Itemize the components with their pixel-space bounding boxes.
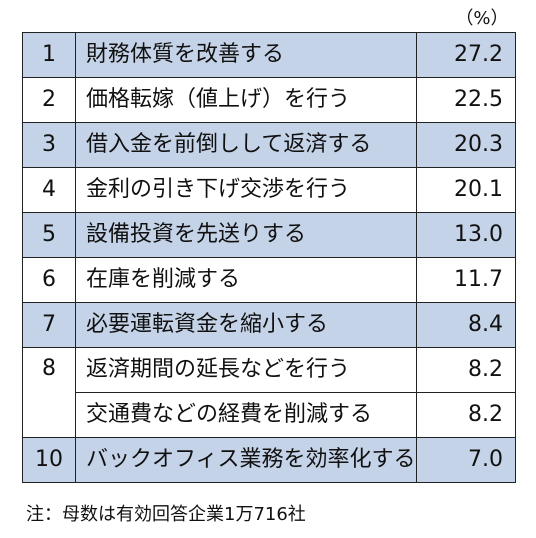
table-row: 1 財務体質を改善する 27.2 (22, 32, 516, 78)
measure-label-cell: 返済期間の延長などを行う (75, 347, 417, 393)
measure-label-cell: 必要運転資金を縮小する (75, 302, 417, 348)
percent-cell: 20.1 (416, 167, 516, 213)
percent-cell: 8.4 (416, 302, 516, 348)
percent-cell: 8.2 (416, 347, 516, 393)
table-row: 6 在庫を削減する 11.7 (22, 257, 516, 303)
measure-label-cell: 借入金を前倒しして返済する (75, 122, 417, 168)
measure-label-cell: 金利の引き下げ交渉を行う (75, 167, 417, 213)
percent-cell: 22.5 (416, 77, 516, 123)
table-row: 7 必要運転資金を縮小する 8.4 (22, 302, 516, 348)
table-row: 8 返済期間の延長などを行う 8.2 (22, 347, 516, 438)
percent-cell: 13.0 (416, 212, 516, 258)
footnote: 注：母数は有効回答企業1万716社 (26, 504, 306, 525)
rank-cell: 5 (22, 212, 76, 258)
table-row: 3 借入金を前倒しして返済する 20.3 (22, 122, 516, 168)
table-row: 10 バックオフィス業務を効率化する 7.0 (22, 437, 516, 483)
measure-label-cell: 設備投資を先送りする (75, 212, 417, 258)
rank-cell: 8 (22, 347, 76, 438)
percent-cell: 7.0 (416, 437, 516, 483)
percent-cell: 11.7 (416, 257, 516, 303)
rank-cell: 4 (22, 167, 76, 213)
measure-label-cell: 価格転嫁（値上げ）を行う (75, 77, 417, 123)
percent-cell: 8.2 (416, 392, 516, 438)
rank-cell: 1 (22, 32, 76, 78)
rank-cell: 2 (22, 77, 76, 123)
measure-label-cell: 在庫を削減する (75, 257, 417, 303)
measure-label-cell: バックオフィス業務を効率化する (75, 437, 417, 483)
rank-cell: 7 (22, 302, 76, 348)
percent-cell: 20.3 (416, 122, 516, 168)
ranking-table: 1 財務体質を改善する 27.2 2 価格転嫁（値上げ）を行う 22.5 3 借… (22, 32, 516, 483)
rank-cell: 6 (22, 257, 76, 303)
percent-cell: 27.2 (416, 32, 516, 78)
table-row: 2 価格転嫁（値上げ）を行う 22.5 (22, 77, 516, 123)
table-row: 交通費などの経費を削減する 8.2 (23, 392, 516, 438)
measure-label-cell: 交通費などの経費を削減する (75, 392, 417, 438)
unit-label: （%） (455, 8, 509, 29)
table-row: 5 設備投資を先送りする 13.0 (22, 212, 516, 258)
rank-cell: 10 (22, 437, 76, 483)
table-row: 4 金利の引き下げ交渉を行う 20.1 (22, 167, 516, 213)
rank-cell: 3 (22, 122, 76, 168)
measure-label-cell: 財務体質を改善する (75, 32, 417, 78)
